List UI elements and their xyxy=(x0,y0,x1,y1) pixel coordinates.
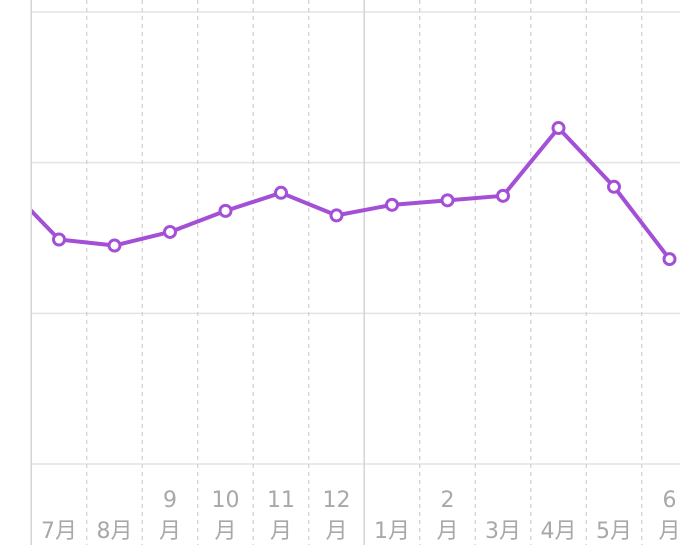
data-point xyxy=(607,179,621,194)
x-tick-label: 12 xyxy=(323,488,351,513)
x-tick-label: 4月 xyxy=(541,519,577,544)
data-point xyxy=(0,177,9,188)
x-tick-label: 10 xyxy=(212,488,240,513)
data-point xyxy=(163,224,177,239)
grid xyxy=(30,0,680,545)
x-tick-label: 月 xyxy=(214,519,236,544)
data-point xyxy=(440,193,455,208)
x-tick-label: 月 xyxy=(658,519,680,544)
data-point xyxy=(329,208,344,223)
data-point xyxy=(385,197,399,212)
x-axis: 7月 8月 9 月 10 月 11 月 12 月 1月 2 月 3月 4月 5月 6 月 xyxy=(41,488,680,544)
data-point xyxy=(662,252,677,267)
x-tick-label: 月 xyxy=(159,519,181,544)
data-point xyxy=(496,188,510,203)
x-tick-label: 2 xyxy=(441,488,455,513)
x-tick-label: 6 xyxy=(663,488,677,513)
x-tick-label: 月 xyxy=(270,519,292,544)
x-tick-label: 11 xyxy=(267,488,295,513)
series-line xyxy=(32,126,672,261)
data-point xyxy=(551,121,566,136)
data-point xyxy=(107,238,122,253)
x-tick-label: 7月 xyxy=(41,519,77,544)
x-tick-label: 月 xyxy=(325,519,347,544)
data-point xyxy=(218,203,233,218)
x-tick-label: 月 xyxy=(436,519,458,544)
x-tick-label: 5月 xyxy=(596,519,632,544)
x-tick-label: 9 xyxy=(163,488,177,513)
x-tick-label: 8月 xyxy=(97,519,133,544)
data-point xyxy=(52,232,66,247)
plot-area xyxy=(0,121,677,267)
x-tick-label: 3月 xyxy=(485,519,521,544)
data-point xyxy=(274,185,288,200)
x-tick-label: 1月 xyxy=(374,519,410,544)
